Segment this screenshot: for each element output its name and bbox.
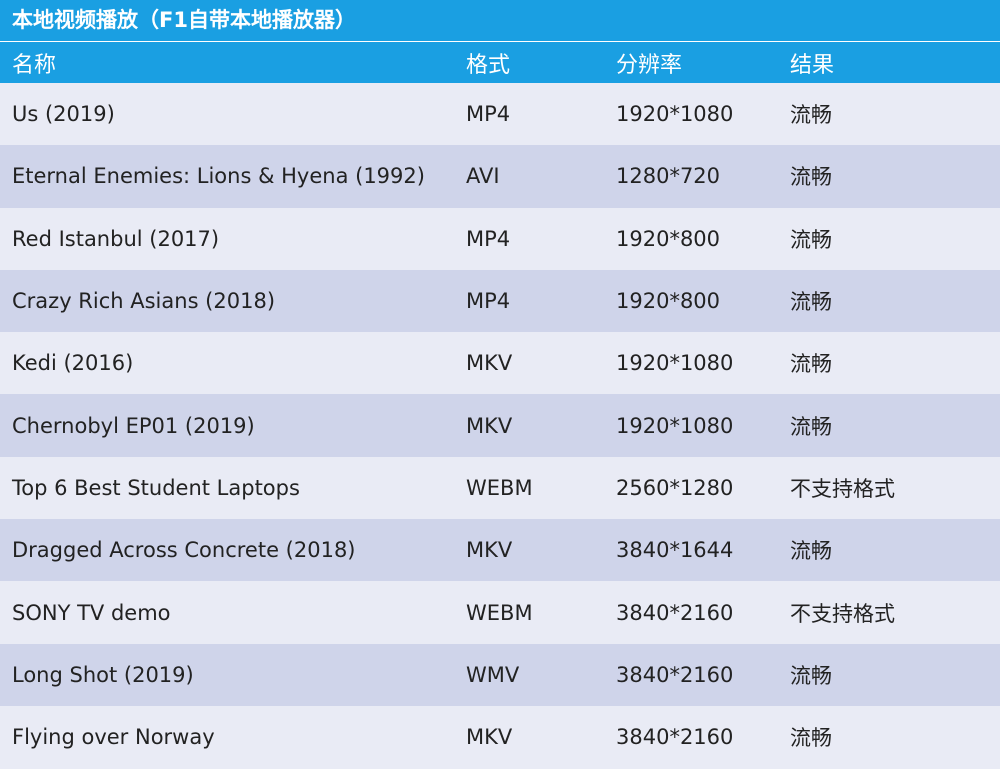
table-cell: Chernobyl EP01 (2019) <box>12 413 255 438</box>
table-row: Chernobyl EP01 (2019) MKV 1920*1080 流畅 <box>0 394 1000 457</box>
header-row: 名称 格式 分辨率 结果 <box>0 42 1000 83</box>
table-cell: Us (2019) <box>12 102 115 127</box>
column-header: 分辨率 <box>616 52 683 78</box>
table-cell: 不支持格式 <box>790 476 895 501</box>
column-header: 结果 <box>790 52 835 78</box>
column-header: 格式 <box>466 52 511 78</box>
table-cell: 流畅 <box>790 165 832 190</box>
table-row: Long Shot (2019) WMV 3840*2160 流畅 <box>0 643 1000 706</box>
table-cell: WMV <box>466 662 520 687</box>
table-cell: 不支持格式 <box>790 601 895 626</box>
table-cell: 流畅 <box>790 726 832 751</box>
table-cell: MKV <box>466 413 513 438</box>
table-cell: 3840*2160 <box>616 662 734 687</box>
table-cell: 2560*1280 <box>616 475 734 500</box>
table-cell: 流畅 <box>790 539 832 564</box>
table-cell: 流畅 <box>790 227 832 252</box>
table-cell: Kedi (2016) <box>12 351 134 376</box>
table-cell: 1280*720 <box>616 164 721 189</box>
table-cell: 1920*800 <box>616 226 721 251</box>
table-cell: 流畅 <box>790 352 832 377</box>
table-cell: 1920*1080 <box>616 413 734 438</box>
table-row: SONY TV demo WEBM 3840*2160 不支持格式 <box>0 581 1000 644</box>
table-cell: Eternal Enemies: Lions & Hyena (1992) <box>12 164 425 189</box>
table-row: Eternal Enemies: Lions & Hyena (1992) AVI… <box>0 145 1000 208</box>
table-row: Top 6 Best Student Laptops WEBM 2560*1280 不… <box>0 456 1000 520</box>
table-cell: Crazy Rich Asians (2018) <box>12 289 276 314</box>
table-cell: 1920*1080 <box>616 351 734 376</box>
table-cell: MP4 <box>466 102 511 127</box>
table-cell: 1920*1080 <box>616 102 734 127</box>
column-header: 名称 <box>12 52 57 78</box>
table-cell: SONY TV demo <box>12 600 171 625</box>
table-cell: Dragged Across Concrete (2018) <box>12 538 356 563</box>
table-row: Crazy Rich Asians (2018) MP4 1920*800 流畅 <box>0 269 1000 333</box>
table-cell: 流畅 <box>790 663 832 688</box>
table-cell: 3840*2160 <box>616 725 734 750</box>
table-cell: MKV <box>466 538 513 563</box>
table-cell: Red Istanbul (2017) <box>12 226 220 251</box>
table-row: Flying over Norway MKV 3840*2160 流畅 <box>0 705 1000 769</box>
table-cell: Long Shot (2019) <box>12 662 194 687</box>
table-row: Dragged Across Concrete (2018) MKV 3840*16… <box>0 519 1000 582</box>
table-cell: Flying over Norway <box>12 725 215 750</box>
table-cell: MKV <box>466 725 513 750</box>
table-cell: MP4 <box>466 226 511 251</box>
table-row: Red Istanbul (2017) MP4 1920*800 流畅 <box>0 207 1000 270</box>
table-cell: MKV <box>466 351 513 376</box>
table-cell: 3840*2160 <box>616 600 734 625</box>
table-cell: 3840*1644 <box>616 538 734 563</box>
table-cell: Top 6 Best Student Laptops <box>12 475 300 500</box>
table-cell: WEBM <box>466 475 533 500</box>
table-row: Us (2019) MP4 1920*1080 流畅 <box>0 83 1000 146</box>
table-cell: 流畅 <box>790 290 832 315</box>
table-cell: AVI <box>466 164 500 189</box>
table-cell: WEBM <box>466 600 533 625</box>
table: 名称 格式 分辨率 结果 Us (2019) MP4 1920*1080 流畅 Eternal … <box>0 42 1000 769</box>
table-cell: 1920*800 <box>616 289 721 314</box>
table-title: 本地视频播放（F1自带本地播放器） <box>0 0 1000 42</box>
table-cell: MP4 <box>466 289 511 314</box>
table-cell: 流畅 <box>790 414 832 439</box>
table-row: Kedi (2016) MKV 1920*1080 流畅 <box>0 332 1000 395</box>
table-cell: 流畅 <box>790 103 832 128</box>
